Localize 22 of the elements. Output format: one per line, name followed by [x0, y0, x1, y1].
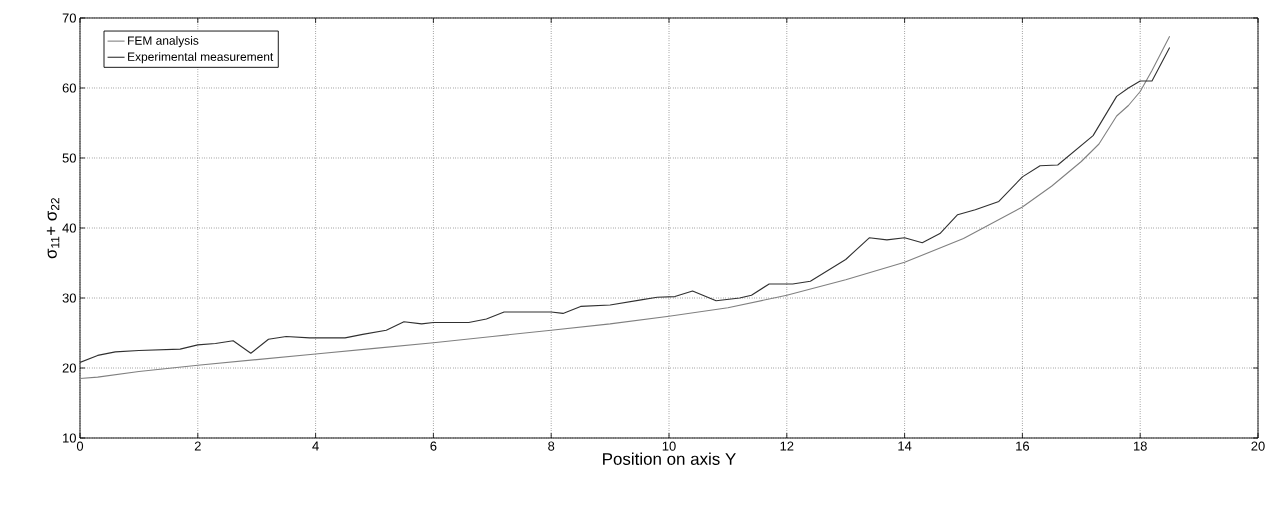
y-tick-label: 70 — [62, 13, 76, 23]
y-tick-label: 40 — [62, 223, 76, 233]
x-tick-label: 20 — [1251, 441, 1265, 451]
y-tick-label: 10 — [63, 433, 76, 443]
x-tick-label: 2 — [194, 441, 201, 451]
y-tick-label: 60 — [62, 83, 76, 93]
legend-label: Experimental measurement — [128, 52, 274, 64]
x-tick-label: 16 — [1016, 441, 1030, 451]
y-tick-label: 20 — [62, 363, 76, 373]
x-tick-label: 12 — [780, 441, 794, 451]
x-tick-label: 10 — [662, 441, 676, 451]
x-axis-title: Position on axis Y — [603, 452, 736, 465]
x-tick-label: 4 — [312, 441, 319, 451]
y-tick-label: 30 — [62, 293, 76, 303]
y-axis-title: σ$_{11}$+ σ$_{22}$ — [46, 198, 60, 259]
x-tick-label: 18 — [1133, 441, 1147, 451]
legend-label: FEM analysis — [128, 36, 199, 48]
x-tick-label: 6 — [430, 441, 437, 451]
x-tick-label: 8 — [548, 441, 555, 451]
x-tick-label: 14 — [898, 441, 912, 451]
x-tick-label: 0 — [76, 441, 84, 451]
y-tick-label: 50 — [62, 153, 76, 163]
